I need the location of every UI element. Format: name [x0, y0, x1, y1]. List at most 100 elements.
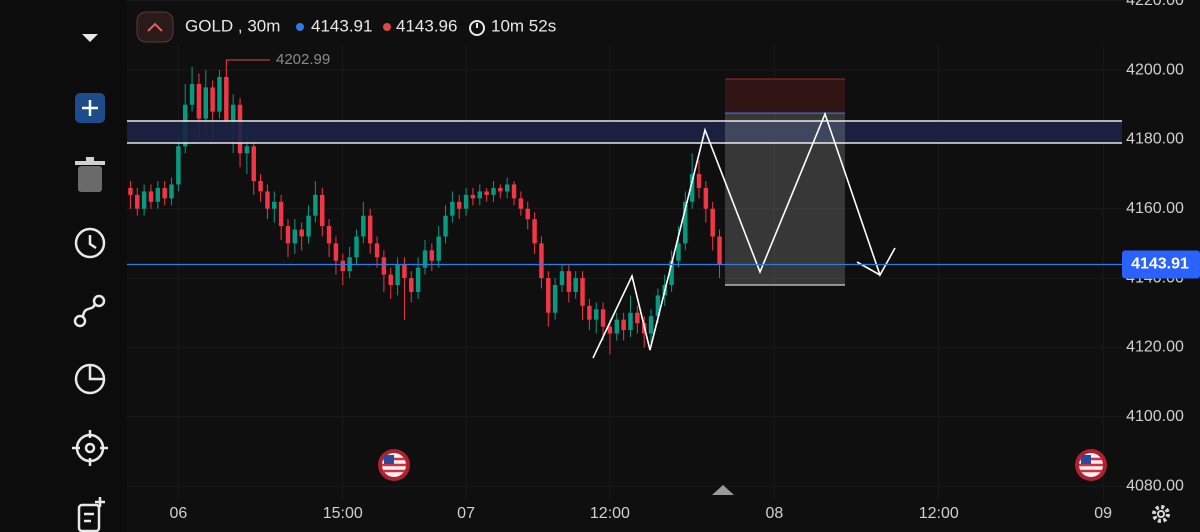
candle-body: [621, 319, 626, 331]
candle-body: [265, 191, 270, 209]
candle-body: [189, 83, 195, 105]
y-tick-label: 4160.00: [1126, 200, 1184, 217]
candle-body: [395, 264, 400, 286]
y-tick-label: 4180.00: [1126, 131, 1184, 148]
candle-body: [148, 191, 154, 202]
candle-body: [306, 215, 311, 237]
candle-body: [203, 87, 209, 119]
candle-body: [600, 309, 606, 327]
candle-body: [710, 208, 715, 237]
candle-body: [628, 312, 633, 331]
candle-body: [402, 264, 407, 279]
clock-icon[interactable]: [74, 227, 106, 259]
candle-body: [299, 229, 304, 237]
event-flag[interactable]: [1075, 449, 1107, 481]
candle-body: [477, 191, 483, 199]
x-tick-label: 08: [765, 505, 783, 522]
candle-body: [196, 83, 202, 119]
candle-body: [491, 187, 496, 195]
plus-icon: [82, 100, 98, 116]
candle-body: [648, 316, 654, 334]
candle-body: [162, 187, 167, 199]
stop-zone: [725, 79, 845, 113]
event-flag[interactable]: [378, 449, 410, 481]
y-tick-label: 4200.00: [1126, 61, 1184, 78]
candle-body: [580, 278, 585, 306]
candle-body: [703, 187, 709, 209]
note-icon[interactable]: [77, 497, 105, 532]
candle-body: [333, 243, 339, 261]
candle-body: [518, 198, 524, 209]
candle-body: [361, 215, 366, 237]
candle-body: [463, 194, 469, 209]
candle-body: [429, 250, 435, 261]
candle-body: [251, 146, 256, 181]
candle-body: [457, 201, 462, 209]
ask-price: 4143.96: [396, 16, 457, 35]
candle-body: [511, 184, 517, 199]
candle-body: [313, 194, 318, 216]
trash-icon[interactable]: [75, 157, 105, 192]
collapse-button[interactable]: [136, 11, 174, 43]
candle-body: [566, 271, 572, 292]
y-tick-label: 4120.00: [1126, 339, 1184, 356]
candle-body: [374, 243, 380, 258]
candle-body: [292, 229, 298, 244]
timer-icon: [469, 20, 485, 36]
settings-icon[interactable]: [1152, 505, 1170, 523]
candle-body: [635, 312, 640, 324]
candle-body: [244, 146, 250, 154]
high-label: 4202.99: [276, 51, 330, 68]
price-tag: [1122, 250, 1200, 279]
zigzag-path: [592, 111, 896, 359]
y-tick-label: 4220.00: [1126, 0, 1184, 9]
x-tick-label: 12:00: [590, 505, 630, 522]
candle-body: [717, 236, 722, 265]
candle-body: [278, 201, 284, 227]
candle-body: [539, 243, 544, 279]
bid-price: 4143.91: [311, 16, 372, 35]
candle-body: [272, 201, 277, 209]
x-tick-label: 06: [169, 505, 187, 522]
candle-body: [525, 208, 530, 220]
left-toolbar: [0, 0, 127, 532]
target-icon[interactable]: [72, 430, 108, 466]
candle-body: [415, 267, 421, 292]
candle-body: [696, 174, 702, 188]
candle-body: [388, 274, 393, 286]
y-tick-label: 4100.00: [1126, 408, 1184, 425]
candle-body: [354, 236, 359, 258]
zone: [127, 121, 1122, 143]
candle-body: [594, 309, 599, 320]
pie-icon[interactable]: [74, 363, 106, 395]
x-tick-label: 09: [1094, 505, 1112, 522]
candle-body: [155, 187, 161, 202]
candle-body: [258, 180, 263, 192]
candle-body: [450, 201, 455, 216]
candle-body: [217, 76, 222, 112]
candle-body: [498, 187, 503, 192]
scroll-marker[interactable]: [712, 485, 734, 495]
candle-body: [676, 243, 681, 261]
ask-dot: [383, 23, 391, 31]
dropdown-icon[interactable]: [82, 34, 98, 42]
bid-dot: [296, 23, 304, 31]
candle-body: [587, 305, 592, 320]
candle-body: [320, 194, 325, 227]
candle-body: [381, 257, 387, 275]
candle-body: [224, 76, 229, 123]
x-tick-label: 15:00: [323, 505, 363, 522]
candle-body: [340, 260, 346, 272]
price-tag-label: 4143.91: [1131, 256, 1189, 273]
path-tool-icon[interactable]: [73, 294, 106, 328]
candle-body: [470, 194, 476, 199]
candle-body: [607, 326, 613, 334]
candle-body: [559, 271, 565, 286]
candle-body: [546, 278, 551, 313]
candle-body: [669, 260, 674, 286]
candle-body: [655, 295, 661, 317]
candle-body: [169, 184, 174, 199]
